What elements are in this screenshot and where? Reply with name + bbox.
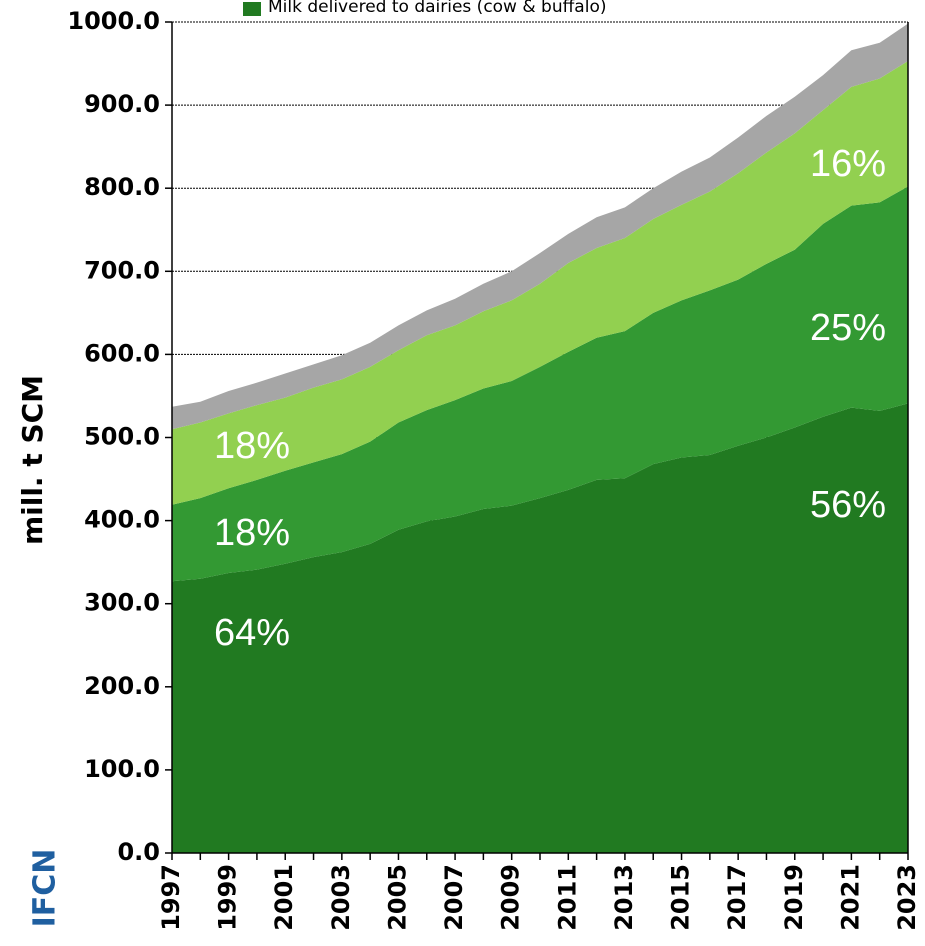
share-label: 64% xyxy=(214,612,290,654)
x-tick-label: 2005 xyxy=(383,864,411,931)
x-tick-label: 2007 xyxy=(440,864,468,931)
y-tick-label: 600.0 xyxy=(84,339,160,367)
area xyxy=(172,186,908,582)
y-tick-label: 0.0 xyxy=(117,838,160,866)
x-tick-label: 2019 xyxy=(780,864,808,931)
y-tick-label: 900.0 xyxy=(84,90,160,118)
x-tick-label: 2015 xyxy=(667,864,695,931)
y-tick-label: 200.0 xyxy=(84,672,160,700)
y-tick-label: 500.0 xyxy=(84,423,160,451)
x-tick-label: 2023 xyxy=(893,864,921,931)
x-tick-label: 2021 xyxy=(836,864,864,931)
share-label: 18% xyxy=(214,425,290,467)
legend-label: Milk delivered to dairies (cow & buffalo… xyxy=(268,0,606,17)
legend-swatch xyxy=(243,2,261,16)
y-tick-label: 100.0 xyxy=(84,755,160,783)
y-tick-label: 300.0 xyxy=(84,589,160,617)
x-tick-label: 1999 xyxy=(214,864,242,931)
share-label: 18% xyxy=(214,512,290,554)
share-label: 16% xyxy=(810,143,886,185)
x-tick-label: 2003 xyxy=(327,864,355,931)
y-axis-label: mill. t SCM xyxy=(16,375,49,545)
y-tick-label: 1000.0 xyxy=(67,7,160,35)
areas xyxy=(172,23,908,853)
y-tick-label: 800.0 xyxy=(84,173,160,201)
y-tick-label: 700.0 xyxy=(84,256,160,284)
x-tick-label: 2009 xyxy=(497,864,525,931)
x-tick-label: 2001 xyxy=(270,864,298,931)
logo: IFCN xyxy=(28,849,63,928)
x-tick-label: 2013 xyxy=(610,864,638,931)
area xyxy=(172,61,908,505)
x-tick-label: 1997 xyxy=(157,864,185,931)
area xyxy=(172,23,908,430)
area xyxy=(172,403,908,853)
share-label: 56% xyxy=(810,484,886,526)
y-tick-label: 400.0 xyxy=(84,506,160,534)
x-tick-label: 2017 xyxy=(723,864,751,931)
x-tick-label: 2011 xyxy=(553,864,581,931)
share-label: 25% xyxy=(810,307,886,349)
